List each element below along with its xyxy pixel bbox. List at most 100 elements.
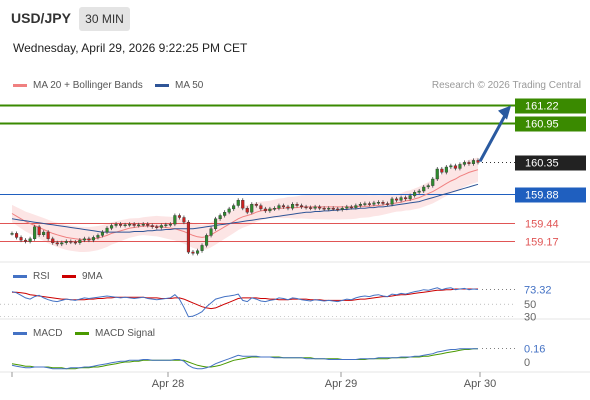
- candle-body: [73, 241, 77, 244]
- candle: [10, 231, 14, 236]
- candle: [277, 203, 281, 211]
- rsi-swatch: [13, 275, 27, 278]
- candle: [100, 230, 104, 238]
- candle-body: [69, 241, 73, 243]
- candle-body: [236, 199, 240, 206]
- candle-body: [78, 239, 82, 244]
- candle: [177, 213, 182, 220]
- candle: [204, 233, 209, 248]
- candle: [42, 230, 46, 237]
- candle-body: [182, 217, 186, 223]
- candle-body: [168, 223, 172, 226]
- last-price-label: 160.35: [525, 158, 559, 170]
- candle-body: [367, 203, 372, 205]
- candle: [218, 213, 222, 221]
- candle: [458, 162, 462, 171]
- legend-rsi-ma-label: 9MA: [82, 271, 103, 282]
- rsi-line: [11, 287, 479, 318]
- candle-body: [223, 211, 227, 216]
- candle-body: [372, 202, 376, 205]
- legend-macd-label: MACD: [33, 328, 63, 339]
- candle-body: [444, 166, 448, 173]
- candle-body: [358, 203, 362, 206]
- candle-body: [96, 235, 100, 238]
- macd-tick-label: 0.16: [524, 344, 545, 356]
- pivot-label-bg: [515, 187, 586, 203]
- candle: [69, 239, 73, 245]
- last-price-label-bg: [515, 155, 586, 171]
- x-tick-label: Apr 28: [152, 378, 184, 390]
- candle: [28, 236, 32, 244]
- candle: [336, 206, 340, 212]
- candle-body: [426, 185, 430, 188]
- candle-body: [277, 205, 281, 209]
- candle-body: [173, 215, 177, 225]
- rsi-tick-label: 50: [524, 299, 536, 311]
- candle: [309, 205, 313, 211]
- candle: [254, 202, 258, 208]
- candle: [209, 226, 213, 238]
- candle-body: [404, 197, 408, 200]
- candle: [413, 190, 417, 198]
- candle-body: [250, 203, 254, 213]
- support-2-label: 159.17: [525, 237, 559, 249]
- candle-body: [186, 221, 191, 253]
- candle: [444, 165, 448, 175]
- candle-body: [254, 203, 258, 206]
- candle: [340, 206, 344, 212]
- candle: [476, 158, 480, 165]
- candle-body: [281, 205, 286, 208]
- candle-body: [386, 203, 390, 205]
- rsi-9ma-line: [12, 288, 478, 310]
- candle-body: [417, 190, 421, 193]
- candle-body: [395, 198, 399, 201]
- candle-body: [471, 160, 476, 164]
- candle-body: [128, 223, 132, 226]
- candle-body: [435, 168, 439, 180]
- candle-body: [155, 226, 159, 229]
- candle: [440, 167, 444, 175]
- ma20-swatch: [13, 84, 27, 87]
- candle: [367, 201, 372, 207]
- candle: [137, 222, 141, 228]
- interval-badge[interactable]: 30 MIN: [79, 7, 130, 31]
- candle: [349, 204, 353, 210]
- candle: [422, 184, 426, 193]
- candle-body: [304, 206, 308, 209]
- candle: [78, 238, 82, 245]
- candle-body: [60, 242, 64, 245]
- candle: [91, 235, 95, 243]
- candle: [395, 196, 399, 203]
- candle-body: [200, 245, 204, 251]
- candle-body: [440, 168, 444, 173]
- candle-body: [467, 162, 471, 164]
- candle: [241, 198, 245, 211]
- candle-body: [24, 239, 28, 242]
- target-2-label-bg: [515, 98, 586, 114]
- legend-ma20-label: MA 20 + Bollinger Bands: [33, 80, 143, 91]
- candle-body: [291, 203, 295, 209]
- macd-line: [11, 348, 478, 370]
- candle: [453, 163, 457, 171]
- candle: [363, 201, 367, 207]
- candle-body: [100, 231, 104, 236]
- candle-body: [195, 250, 200, 254]
- candle-body: [213, 218, 218, 230]
- candle: [168, 222, 172, 227]
- candle: [381, 200, 385, 206]
- candle-body: [209, 228, 213, 236]
- rsi-ma-swatch: [62, 275, 76, 278]
- candle: [268, 206, 272, 213]
- candle-body: [431, 178, 435, 186]
- pivot-label: 159.88: [525, 190, 559, 202]
- candle-body: [37, 226, 41, 236]
- macd-tick-label: 0: [524, 357, 530, 369]
- candle-body: [28, 238, 32, 242]
- candle-body: [462, 162, 467, 165]
- candle-body: [268, 208, 272, 212]
- candle-body: [14, 233, 19, 238]
- candle: [358, 202, 362, 208]
- x-tick-label: Apr 29: [325, 378, 357, 390]
- candle-body: [354, 205, 358, 208]
